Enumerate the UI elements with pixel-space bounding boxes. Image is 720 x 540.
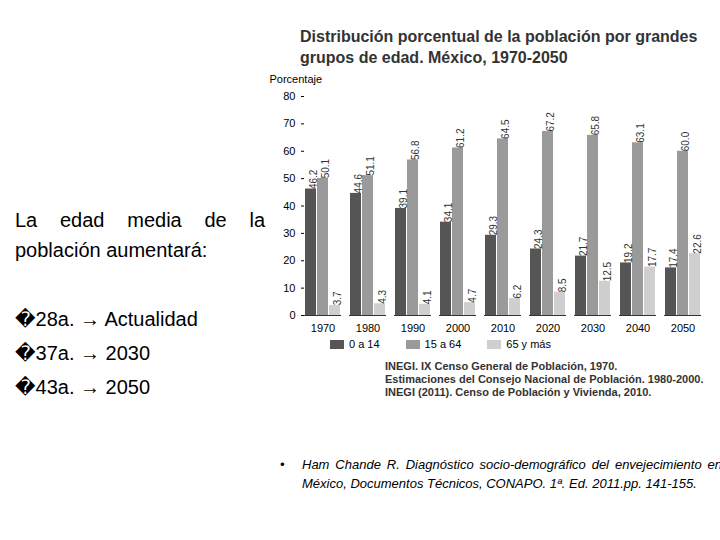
svg-text:46.2: 46.2 (308, 169, 319, 189)
svg-text:17.7: 17.7 (647, 247, 658, 267)
svg-text:24.3: 24.3 (533, 229, 544, 249)
svg-text:60.0: 60.0 (680, 131, 691, 151)
svg-text:22.6: 22.6 (692, 234, 703, 254)
svg-text:2030: 2030 (581, 322, 605, 334)
svg-text:10: 10 (283, 282, 295, 294)
svg-text:2040: 2040 (626, 322, 650, 334)
svg-text:50.1: 50.1 (320, 158, 331, 178)
html-text:0 a 14: 0 a 14 (349, 338, 380, 350)
svg-text:39.1: 39.1 (398, 189, 409, 209)
svg-text:2010: 2010 (491, 322, 515, 334)
svg-text:64.5: 64.5 (500, 119, 511, 139)
html-text:�28a. → Actualidad: �28a. → Actualidad (15, 308, 198, 330)
svg-text:8.5: 8.5 (557, 278, 568, 292)
svg-text:19.2: 19.2 (623, 243, 634, 263)
svg-text:4.3: 4.3 (377, 289, 388, 303)
svg-text:80: 80 (283, 90, 295, 102)
svg-text:40: 40 (283, 200, 295, 212)
svg-text:1990: 1990 (401, 322, 425, 334)
svg-text:Porcentaje: Porcentaje (270, 73, 323, 85)
html-text:INEGI (2011). Censo de Poblaci: INEGI (2011). Censo de Población y Vivie… (385, 386, 652, 398)
svg-text:65.8: 65.8 (590, 115, 601, 135)
html-text:INEGI. IX Censo General de Pob: INEGI. IX Censo General de Población, 19… (385, 360, 618, 372)
svg-text:51.1: 51.1 (365, 156, 376, 176)
svg-text:2020: 2020 (536, 322, 560, 334)
svg-text:4.7: 4.7 (467, 288, 478, 302)
svg-text:17.4: 17.4 (668, 248, 679, 268)
html-text:�43a. → 2050: �43a. → 2050 (15, 376, 150, 398)
svg-text:50: 50 (283, 172, 295, 184)
html-text:�37a. → 2030: �37a. → 2030 (15, 342, 150, 364)
svg-text:1970: 1970 (311, 322, 335, 334)
html-text:15 a 64: 15 a 64 (424, 338, 462, 350)
svg-text:21.7: 21.7 (578, 236, 589, 256)
html-text:65 y más: 65 y más (506, 338, 551, 350)
svg-text:1980: 1980 (356, 322, 380, 334)
svg-text:63.1: 63.1 (635, 123, 646, 143)
svg-text:6.2: 6.2 (512, 284, 523, 298)
svg-text:2050: 2050 (671, 322, 695, 334)
svg-text:56.8: 56.8 (410, 140, 421, 160)
html-text:La edad media de la población: La edad media de la población aumentará: (15, 209, 265, 261)
svg-text:44.6: 44.6 (353, 174, 364, 194)
svg-text:30: 30 (283, 227, 295, 239)
svg-text:29.3: 29.3 (488, 215, 499, 235)
svg-text:34.1: 34.1 (443, 202, 454, 222)
svg-text:3.7: 3.7 (332, 291, 343, 305)
svg-text:20: 20 (283, 254, 295, 266)
svg-text:70: 70 (283, 117, 295, 129)
svg-text:0: 0 (289, 309, 295, 321)
svg-text:61.2: 61.2 (455, 128, 466, 148)
html-text:Distribución porcentual de la: Distribución porcentual de la población … (300, 28, 698, 66)
svg-text:67.2: 67.2 (545, 112, 556, 132)
svg-text:4.1: 4.1 (422, 290, 433, 304)
svg-text:2000: 2000 (446, 322, 470, 334)
svg-text:12.5: 12.5 (602, 261, 613, 281)
svg-text:60: 60 (283, 145, 295, 157)
html-text:Estimaciones del Consejo Nacio: Estimaciones del Consejo Nacional de Pob… (385, 373, 704, 385)
